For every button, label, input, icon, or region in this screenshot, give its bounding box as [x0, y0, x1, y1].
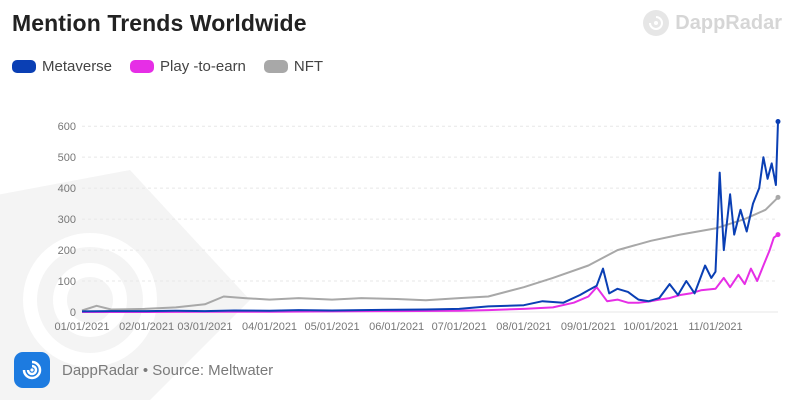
x-tick-label-5: 05/01/2021 [305, 321, 360, 333]
x-tick-label-9: 09/01/2021 [561, 321, 616, 333]
series-line-metaverse [81, 121, 779, 313]
chart-title: Mention Trends Worldwide [12, 10, 307, 36]
legend-label-metaverse: Metaverse [42, 58, 113, 75]
y-tick-label-100: 100 [58, 276, 76, 288]
legend-swatch-metaverse [12, 60, 36, 73]
y-tick-label-400: 400 [58, 183, 76, 195]
y-tick-label-500: 500 [58, 152, 76, 164]
y-tick-label-200: 200 [58, 245, 76, 257]
series-line-nft [81, 196, 779, 312]
x-tick-label-3: 03/01/2021 [177, 321, 232, 333]
x-tick-label-4: 04/01/2021 [242, 321, 297, 333]
legend-label-play-to-earn: Play -to-earn [160, 58, 246, 75]
chart-legend: Metaverse Play -to-earn NFT [12, 58, 341, 75]
footer-source: DappRadar • Source: Meltwater [62, 361, 274, 379]
series-end-point-metaverse [775, 119, 781, 125]
x-tick-label-1: 01/01/2021 [54, 321, 109, 333]
brand-name: DappRadar [675, 11, 782, 34]
x-tick-label-6: 06/01/2021 [369, 321, 424, 333]
dappradar-watermark-icon [0, 170, 250, 400]
legend-item-nft[interactable]: NFT [263, 58, 324, 75]
y-tick-label-600: 600 [58, 121, 76, 133]
legend-item-metaverse[interactable]: Metaverse [12, 58, 112, 75]
x-tick-label-8: 08/01/2021 [496, 321, 551, 333]
legend-label-nft: NFT [293, 58, 324, 75]
dappradar-logo-icon [643, 10, 670, 36]
legend-swatch-play-to-earn [130, 60, 155, 73]
footer: DappRadar • Source: Meltwater [14, 352, 273, 388]
x-tick-label-7: 07/01/2021 [432, 321, 487, 333]
series-line-play-to-earn [82, 233, 779, 313]
x-tick-label-2: 02/01/2021 [119, 321, 174, 333]
dappradar-logo-icon [14, 352, 50, 388]
series-end-point-nft [775, 194, 781, 200]
y-tick-label-300: 300 [58, 214, 76, 226]
brand-logo: DappRadar [643, 10, 782, 36]
x-tick-label-10: 10/01/2021 [623, 321, 678, 333]
legend-swatch-nft [263, 60, 288, 73]
x-tick-label-11: 11/01/2021 [688, 321, 742, 333]
legend-item-play-to-earn[interactable]: Play -to-earn [130, 58, 246, 75]
series-end-point-play-to-earn [775, 232, 781, 238]
y-tick-label-0: 0 [70, 307, 76, 319]
